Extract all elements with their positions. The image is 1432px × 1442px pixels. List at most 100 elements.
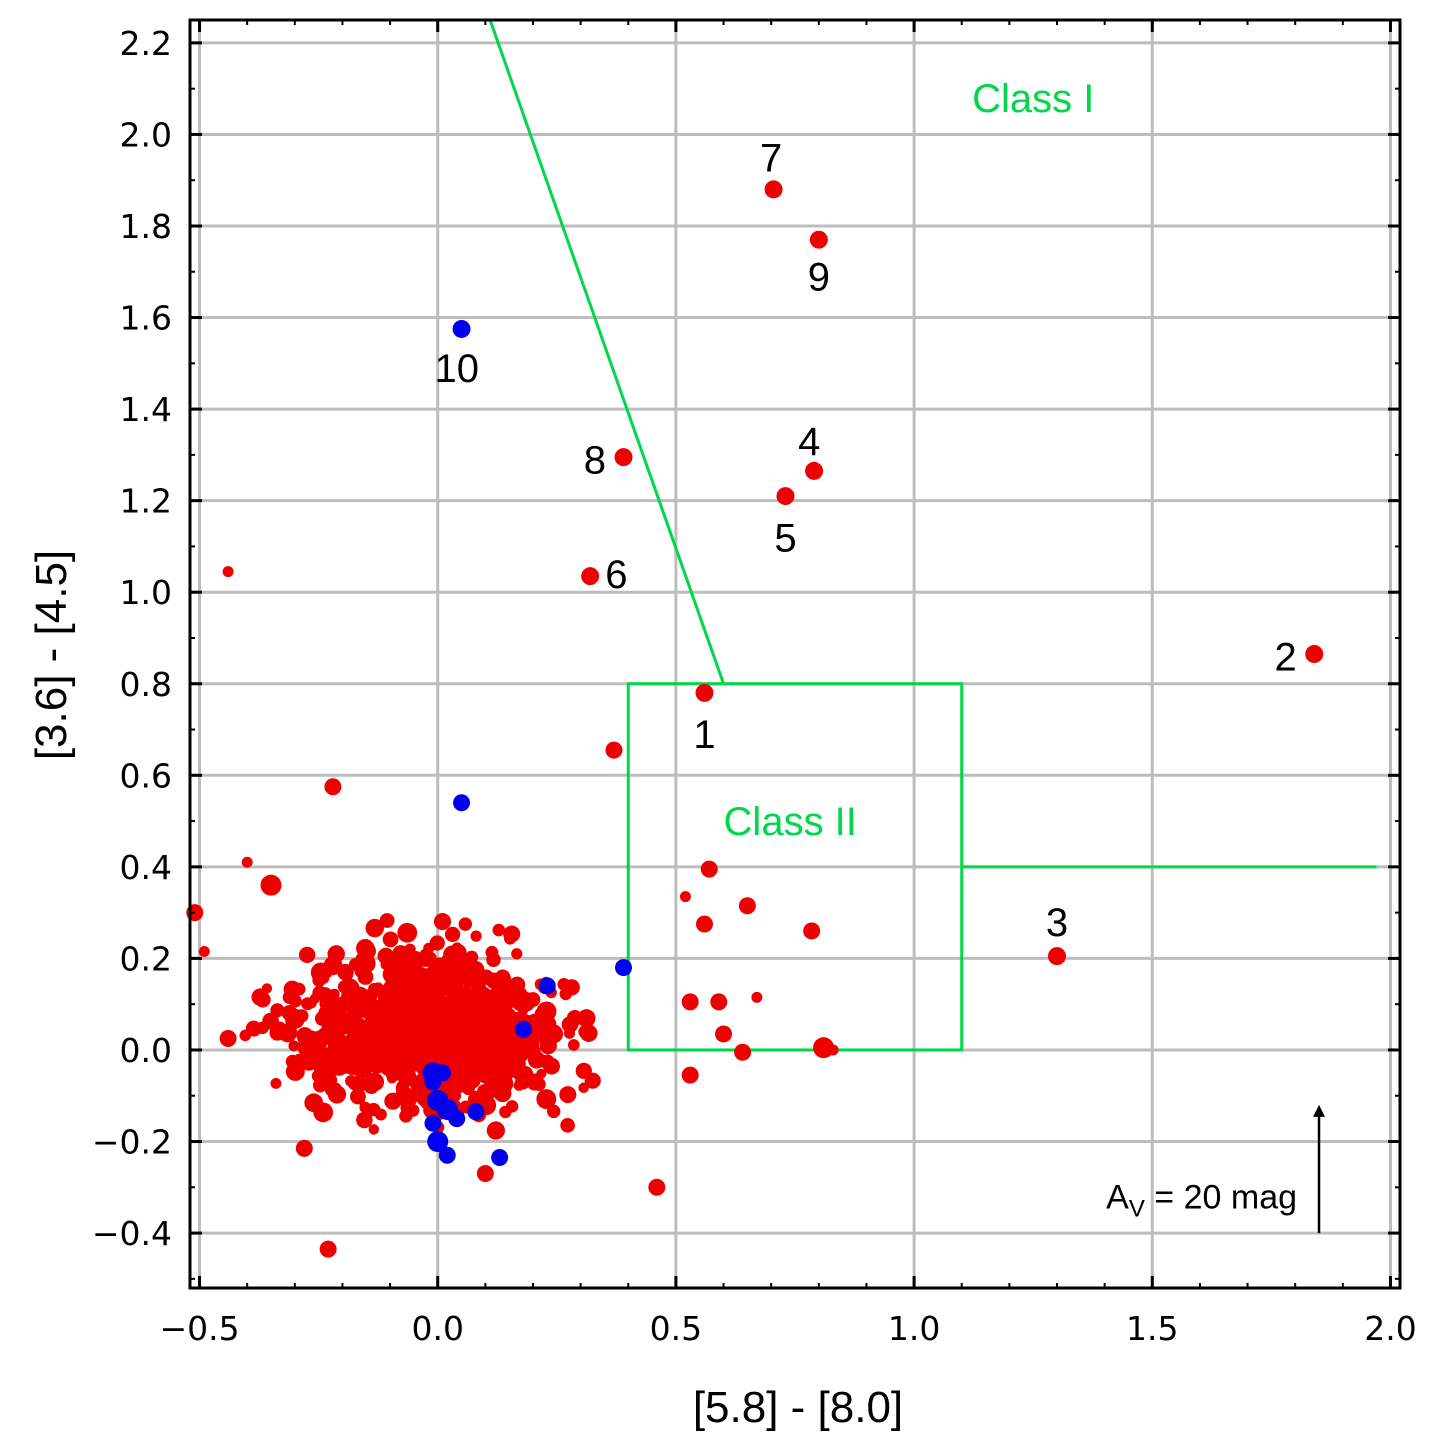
cluster-point	[273, 1021, 287, 1034]
class-2-label: Class II	[724, 800, 857, 844]
cluster-point	[504, 932, 517, 945]
cluster-point	[308, 1052, 328, 1072]
extinction-subscript: V	[1129, 1195, 1145, 1222]
cluster-point	[419, 1029, 433, 1043]
cluster-point	[493, 1009, 512, 1028]
cluster-point	[453, 955, 466, 969]
red-point	[681, 1066, 699, 1084]
cluster-point	[356, 953, 376, 974]
cluster-point	[451, 1041, 470, 1060]
cluster-point	[394, 1055, 407, 1068]
y-axis-title: [3.6] - [4.5]	[27, 550, 76, 760]
cluster-point	[341, 1033, 362, 1054]
cluster-point	[430, 970, 443, 984]
cluster-point	[460, 1061, 473, 1074]
cluster-point	[479, 1018, 497, 1036]
cluster-point	[426, 1003, 439, 1017]
red-point	[710, 993, 728, 1011]
cluster-point	[397, 963, 415, 980]
source-10-point	[452, 319, 471, 338]
cluster-point	[369, 982, 385, 998]
blue-point	[448, 1110, 466, 1128]
cluster-point	[443, 1025, 457, 1038]
cluster-point	[538, 1015, 550, 1026]
y-tick-label: 0.6	[120, 756, 172, 795]
cluster-point	[349, 1050, 364, 1064]
y-tick-label: 1.4	[120, 390, 172, 429]
point-labels: 1 2 3 4 5 6 7 8 9 10	[435, 136, 1297, 944]
cluster-point	[358, 968, 371, 981]
cluster-point	[546, 1104, 561, 1119]
cluster-point	[544, 1024, 564, 1044]
cluster-point	[575, 1062, 592, 1080]
y-tick-label: 0.2	[120, 939, 172, 978]
cluster-point	[468, 1017, 484, 1033]
extinction-a: A	[1106, 1178, 1129, 1216]
y-tick-label: 2.0	[120, 115, 172, 154]
cluster-point	[479, 1072, 490, 1084]
cluster-point	[379, 913, 395, 928]
cluster-point	[483, 995, 499, 1011]
cluster-point	[383, 1044, 398, 1059]
blue-point	[538, 977, 556, 995]
cluster-point	[458, 917, 473, 931]
cluster-point	[478, 1043, 491, 1056]
cluster-point	[400, 1004, 420, 1024]
class-1-boundary	[488, 19, 725, 685]
cluster-point	[446, 972, 459, 986]
cluster-point	[559, 1086, 577, 1104]
red-point	[803, 922, 821, 940]
source-2-point	[1305, 645, 1324, 663]
y-tick-label: 0.4	[120, 848, 172, 887]
red-point	[198, 946, 210, 958]
y-tick-label: 1.2	[120, 482, 172, 521]
cluster-point	[351, 1022, 364, 1035]
x-tick-label: 0.0	[411, 1309, 463, 1348]
cluster-point	[516, 1065, 534, 1083]
cluster-point	[578, 1025, 592, 1039]
cluster-point	[270, 1077, 282, 1089]
cluster-point	[356, 1111, 373, 1129]
cluster-point	[486, 952, 501, 968]
cluster-point	[443, 964, 455, 976]
cluster-point	[296, 1027, 314, 1044]
plot-frame	[188, 18, 1402, 1290]
cluster-point	[444, 926, 461, 943]
y-tick-label: 1.8	[120, 207, 172, 246]
cluster-point	[465, 950, 479, 964]
cluster-point	[398, 1036, 417, 1055]
cluster-point	[285, 1054, 300, 1069]
extinction-value: = 20 mag	[1145, 1178, 1297, 1216]
cluster-point	[334, 1002, 348, 1016]
cluster-point	[382, 931, 399, 948]
cluster-point	[313, 1078, 328, 1093]
red-point	[715, 1025, 733, 1043]
x-tick-label: 2.0	[1364, 1309, 1416, 1348]
red-point	[605, 741, 623, 759]
cluster-point	[445, 1017, 456, 1028]
source-4-label: 4	[798, 420, 820, 464]
red-point	[827, 1044, 839, 1056]
cluster-point	[392, 945, 410, 962]
cluster-point	[423, 942, 435, 954]
cluster-point	[377, 1011, 389, 1022]
cluster-point	[559, 987, 572, 1001]
red-point	[751, 991, 763, 1003]
cluster-point	[339, 968, 354, 982]
cluster-point	[563, 1027, 576, 1039]
x-tick-label: −0.5	[159, 1309, 239, 1348]
cluster-point	[477, 1084, 493, 1100]
source-8-point	[614, 448, 633, 467]
cluster-point	[255, 992, 271, 1008]
cluster-point	[514, 994, 530, 1010]
cluster-point	[374, 1054, 390, 1070]
cluster-point	[295, 1009, 309, 1023]
red-point	[700, 860, 718, 878]
x-tick-label: 1.0	[888, 1309, 940, 1348]
source-1-label: 1	[693, 713, 715, 757]
cluster-point	[393, 995, 404, 1007]
cluster-point	[288, 1040, 300, 1052]
y-tick-label: −0.2	[92, 1123, 172, 1162]
source-3-label: 3	[1046, 901, 1068, 945]
